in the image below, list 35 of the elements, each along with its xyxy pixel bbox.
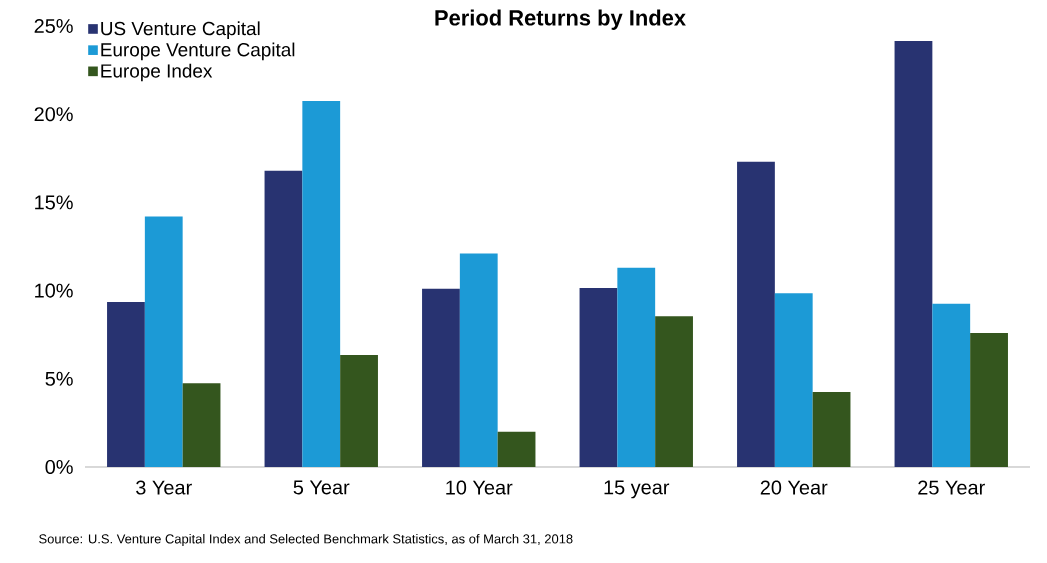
bar [422, 288, 460, 467]
x-tick-label: 10 Year [446, 480, 513, 495]
x-tick-label: 5 Year [293, 480, 350, 495]
x-tick-label: 25 Year [918, 480, 985, 495]
y-tick-label: 10% [35, 283, 73, 298]
x-tick-label: 15 year [604, 480, 670, 499]
legend-label: Europe Index [101, 63, 213, 82]
bar [459, 253, 498, 467]
bar [774, 293, 813, 467]
chart-title: Period Returns by Index [435, 9, 686, 30]
x-tick-label: 20 Year [760, 480, 828, 495]
bar [894, 40, 933, 467]
bar [497, 431, 536, 467]
bar [970, 332, 1008, 467]
bar [107, 302, 145, 467]
bar [579, 287, 618, 467]
bar [144, 216, 183, 467]
x-tick-label: 3 Year [136, 480, 192, 495]
legend-label: US Venture Capital [101, 21, 260, 39]
bar [655, 316, 693, 467]
y-tick-label: 15% [35, 195, 73, 210]
bar [340, 354, 378, 467]
y-tick-label: 25% [34, 18, 73, 34]
bar [932, 303, 971, 467]
y-tick-label: 5% [45, 371, 73, 386]
y-tick-label: 20% [34, 107, 73, 122]
source-note: Source: U.S. Venture Capital Index and Selected Benchmark Statistics, as of March 31, 2018 [39, 533, 573, 547]
y-tick-label: 0% [45, 459, 73, 475]
bar [617, 267, 656, 467]
bar [737, 161, 775, 467]
bar [264, 170, 303, 467]
bar [302, 100, 341, 467]
bar [812, 392, 851, 467]
bar [182, 383, 221, 467]
legend-label: Europe Venture Capital [101, 42, 295, 61]
